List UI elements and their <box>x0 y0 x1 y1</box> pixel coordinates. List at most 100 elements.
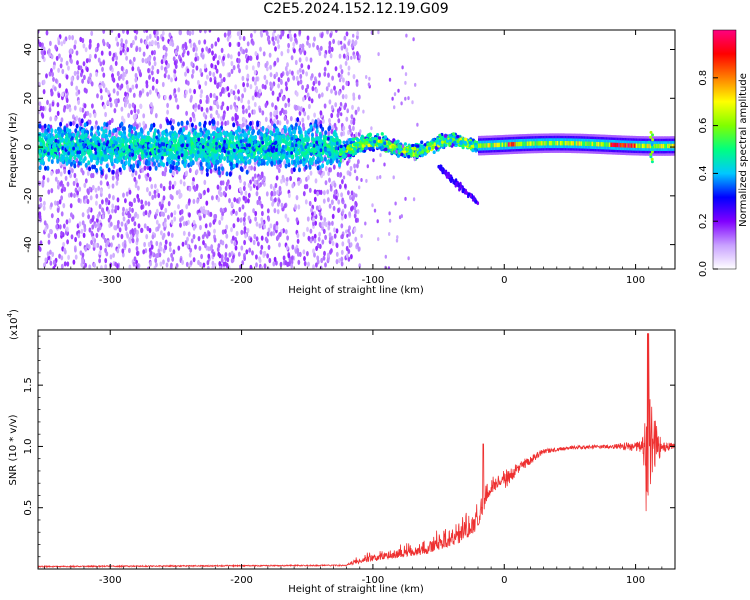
heatmap-cell <box>90 146 94 150</box>
heatmap-cell <box>154 257 158 264</box>
heatmap-cell <box>59 171 63 177</box>
heatmap-cell <box>111 235 115 241</box>
heatmap-cell <box>63 249 67 255</box>
heatmap-cell <box>242 82 246 88</box>
heatmap-cell <box>216 246 220 252</box>
heatmap-cell <box>273 256 277 262</box>
heatmap-cell <box>81 258 84 264</box>
heatmap-cell <box>57 92 61 98</box>
heatmap-cell <box>224 120 228 126</box>
heatmap-cell <box>136 250 139 256</box>
heatmap-cell <box>269 125 273 131</box>
heatmap-cell <box>68 107 72 113</box>
heatmap-cell <box>168 185 172 191</box>
heatmap-cell <box>116 82 120 88</box>
heatmap-cell <box>214 64 218 70</box>
heatmap-cell <box>132 261 136 267</box>
heatmap-cell <box>173 180 177 186</box>
heatmap-cell <box>107 124 111 131</box>
heatmap-cell <box>245 169 249 175</box>
heatmap-cell <box>279 110 282 116</box>
heatmap-cell <box>228 198 231 204</box>
heatmap-cell <box>221 240 225 246</box>
heatmap-cell <box>104 258 108 264</box>
heatmap-cell <box>205 98 209 104</box>
heatmap-cell <box>275 109 279 116</box>
heatmap-cell <box>314 78 318 84</box>
heatmap-cell <box>146 225 150 232</box>
heatmap-cell <box>249 237 253 243</box>
heatmap-cell <box>56 102 60 108</box>
heatmap-cell <box>76 182 79 188</box>
heatmap-cell <box>309 238 313 244</box>
heatmap-cell <box>353 213 357 219</box>
heatmap-cell <box>325 86 329 92</box>
heatmap-cell <box>237 125 241 131</box>
heatmap-cell <box>79 36 83 43</box>
heatmap-cell <box>347 129 350 136</box>
heatmap-cell <box>248 158 252 164</box>
heatmap-cell <box>225 224 229 230</box>
heatmap-cell <box>255 85 259 91</box>
heatmap-cell <box>41 113 45 119</box>
heatmap-cell <box>339 64 343 70</box>
heatmap-cell <box>280 72 283 78</box>
heatmap-cell <box>308 143 312 148</box>
heatmap-cell <box>139 38 143 44</box>
heatmap-cell <box>341 94 345 100</box>
heatmap-cell <box>121 147 125 152</box>
heatmap-cell <box>287 127 291 133</box>
heatmap-cell <box>356 30 359 36</box>
heatmap-cell <box>124 155 128 161</box>
heatmap-cell <box>87 144 91 149</box>
heatmap-cell <box>96 93 99 99</box>
heatmap-cell <box>141 57 145 64</box>
heatmap-cell <box>312 248 315 254</box>
heatmap-cell <box>159 147 163 152</box>
heatmap-cell <box>216 137 219 142</box>
heatmap-cell <box>129 87 132 93</box>
heatmap-cell <box>251 95 255 101</box>
heatmap-cell <box>219 73 222 79</box>
heatmap-cell <box>138 122 142 128</box>
heatmap-cell <box>89 154 93 160</box>
heatmap-cell <box>102 145 106 150</box>
heatmap-cell <box>172 119 176 125</box>
heatmap-cell <box>210 244 214 250</box>
heatmap-cell <box>331 240 335 246</box>
heatmap-cell <box>70 76 74 82</box>
heatmap-cell <box>217 197 221 203</box>
heatmap-cell <box>253 233 257 240</box>
heatmap-cell <box>117 219 120 226</box>
heatmap-cell <box>260 265 264 269</box>
heatmap-cell <box>175 190 179 196</box>
heatmap-cell <box>148 227 152 233</box>
heatmap-cell <box>344 183 347 189</box>
heatmap-cell <box>312 264 315 269</box>
heatmap-cell <box>230 60 234 67</box>
heatmap-cell <box>70 136 74 141</box>
heatmap-cell <box>91 224 95 230</box>
heatmap-cell <box>290 263 294 269</box>
heatmap-cell <box>62 203 66 209</box>
heatmap-cell <box>190 122 194 128</box>
heatmap-cell <box>141 88 145 94</box>
heatmap-cell <box>323 103 327 109</box>
heatmap-cell <box>216 120 220 126</box>
heatmap-cell <box>190 61 194 67</box>
heatmap-cell <box>231 235 235 241</box>
heatmap-cell <box>213 125 217 131</box>
heatmap-cell <box>109 221 113 227</box>
heatmap-cell <box>77 233 81 239</box>
heatmap-cell <box>268 257 272 264</box>
heatmap-cell <box>281 155 285 160</box>
heatmap-cell <box>156 129 160 135</box>
heatmap-cell <box>231 153 235 159</box>
heatmap-cell <box>64 138 68 144</box>
heatmap-cell <box>156 226 160 232</box>
heatmap-cell <box>258 88 262 94</box>
heatmap-cell <box>215 95 219 101</box>
heatmap-cell <box>203 179 207 185</box>
heatmap-cell <box>140 199 144 205</box>
heatmap-cell <box>265 30 269 36</box>
